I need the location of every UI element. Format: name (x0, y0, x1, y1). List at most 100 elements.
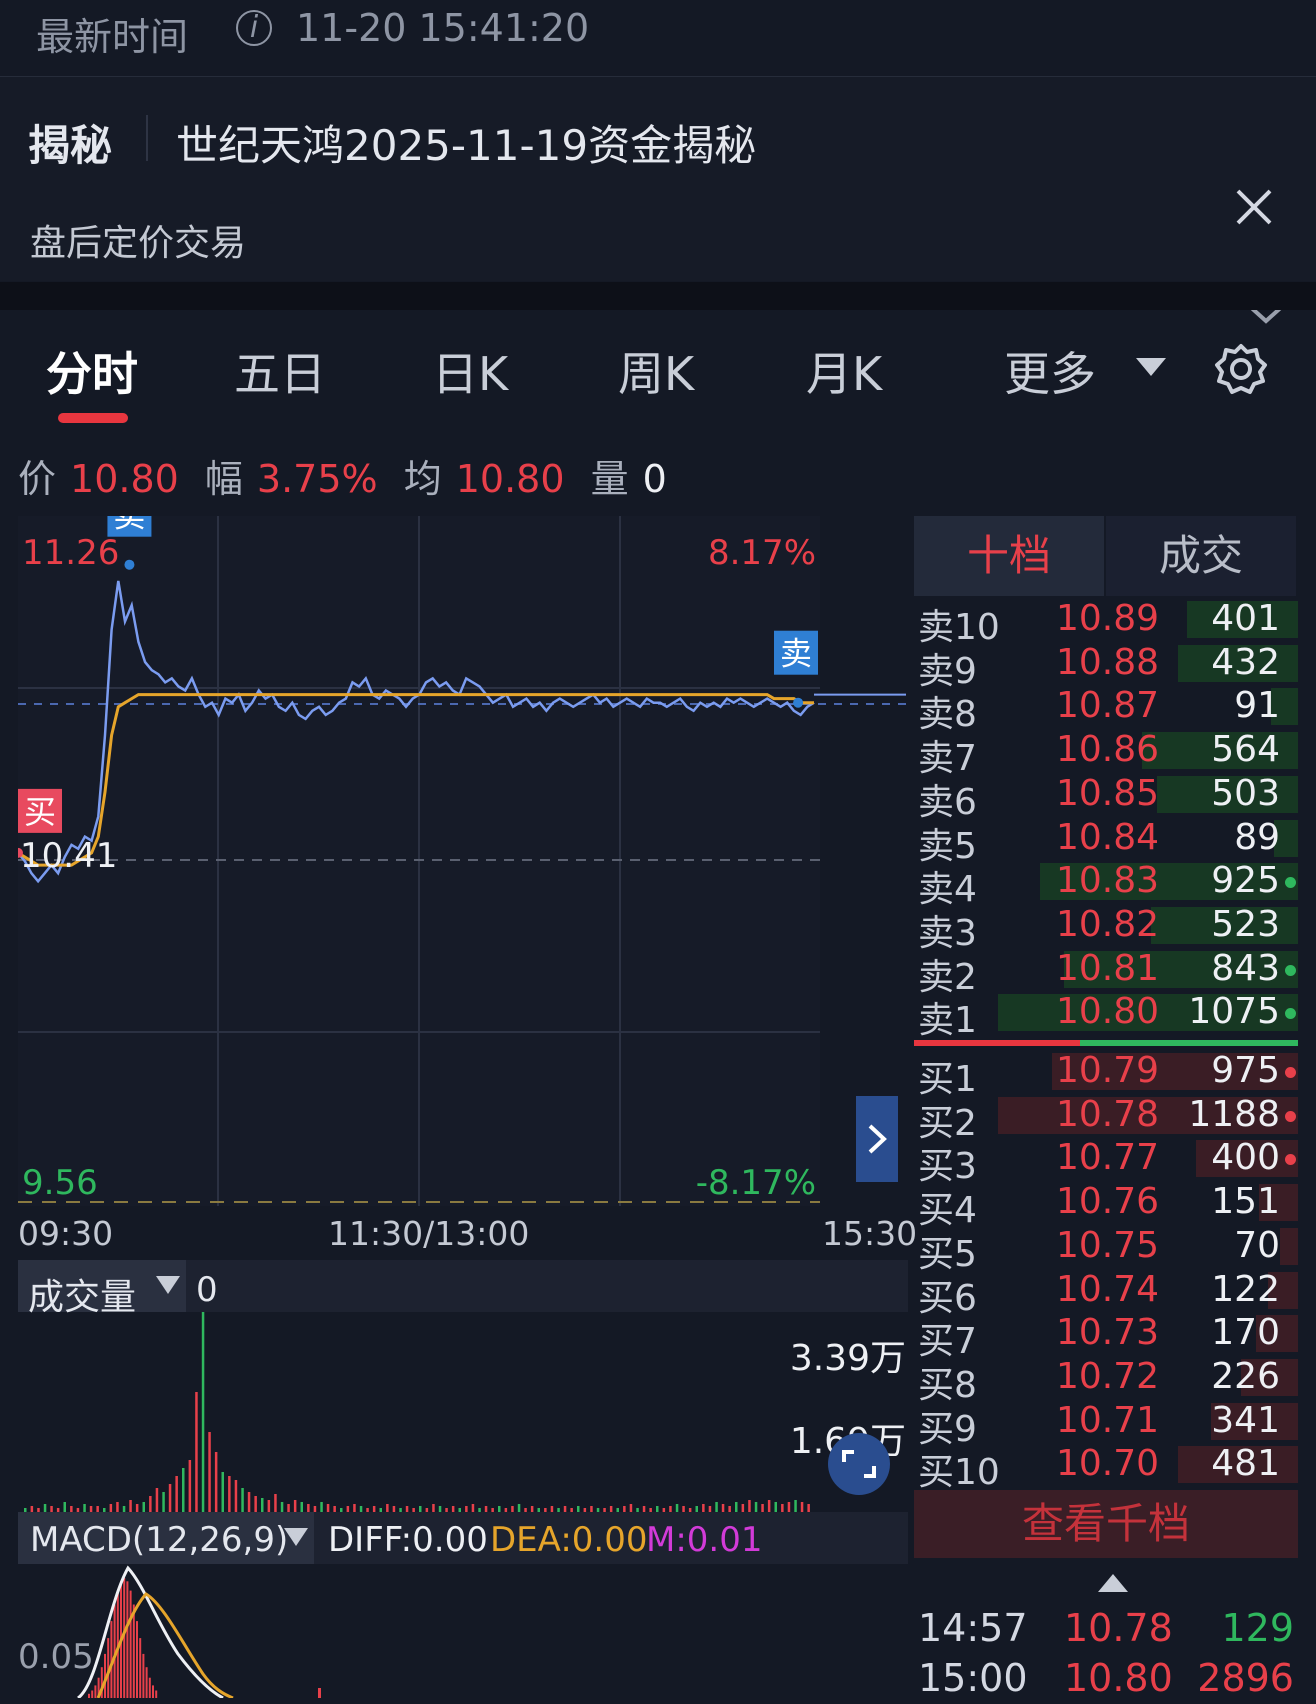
latest-timestamp: 11-20 15:41:20 (296, 6, 590, 50)
volume-bar (135, 1504, 139, 1512)
volume-bar (484, 1506, 488, 1512)
volume-bar (662, 1508, 666, 1512)
bid-level-row[interactable]: 买2 10.78 1188 (914, 1094, 1298, 1144)
bid-level-row[interactable]: 买6 10.74 122 (914, 1268, 1298, 1319)
tab-monthly-k[interactable]: 月K (806, 347, 883, 401)
volume-selector[interactable]: 成交量 (18, 1260, 186, 1318)
volume-bar (754, 1502, 758, 1512)
level-qty: 432 (1211, 641, 1280, 683)
volume-bar (504, 1508, 508, 1512)
volume-bar (122, 1506, 126, 1512)
tab-ten-levels[interactable]: 十档 (914, 516, 1104, 596)
level-qty: 503 (1211, 772, 1280, 814)
bid-level-row[interactable]: 买3 10.77 400 (914, 1137, 1298, 1187)
sell-marker[interactable]: 卖 (774, 630, 818, 708)
caret-down-icon[interactable] (1136, 358, 1166, 378)
ask-level-row[interactable]: 卖6 10.85 503 (914, 772, 1298, 823)
level-qty: 341 (1211, 1399, 1280, 1441)
marker-label: 买 (24, 793, 56, 831)
ask-level-row[interactable]: 卖8 10.87 91 (914, 685, 1298, 735)
volume-bar (491, 1508, 494, 1512)
bid-level-row[interactable]: 买1 10.79 975 (914, 1050, 1298, 1100)
volume-bar (544, 1508, 547, 1512)
bid-level-row[interactable]: 买8 10.72 226 (914, 1356, 1298, 1406)
level-label: 卖4 (918, 869, 977, 911)
volume-bar (412, 1508, 415, 1512)
depth-bar (1268, 1271, 1298, 1309)
vol-value: 0 (642, 457, 667, 501)
macd-chart[interactable]: 0.05 (18, 1564, 908, 1698)
pct-top-label: 8.17% (708, 533, 816, 573)
volume-value: 0 (196, 1270, 218, 1310)
ask-level-row[interactable]: 卖5 10.84 89 (914, 816, 1298, 867)
volume-bar (214, 1452, 218, 1512)
level-price: 10.75 (1056, 1224, 1160, 1266)
gear-icon[interactable] (1214, 342, 1268, 396)
expand-arrow-button[interactable] (856, 1096, 898, 1182)
sell-marker[interactable]: 卖 (107, 516, 152, 570)
volume-bar (359, 1506, 363, 1512)
buy-marker[interactable]: 买 (18, 788, 62, 858)
post-market-fixed-price[interactable]: 盘后定价交易 (30, 223, 247, 264)
volume-bar (333, 1506, 336, 1512)
volume-bar (300, 1502, 303, 1512)
intraday-chart[interactable]: 买卖卖 11.26 8.17% 10.41 9.56 -8.17% (18, 516, 906, 1206)
volume-bar (182, 1468, 185, 1512)
bid-level-row[interactable]: 买7 10.73 170 (914, 1312, 1298, 1362)
macd-bar (91, 1690, 94, 1698)
volume-bar (682, 1506, 685, 1512)
level-price: 10.74 (1056, 1268, 1160, 1310)
volume-bar (76, 1508, 80, 1512)
tab-more[interactable]: 更多 (1004, 347, 1096, 401)
ask-level-row[interactable]: 卖1 10.80 1075 (914, 991, 1298, 1041)
volume-bar (445, 1508, 448, 1512)
macd-bar (113, 1604, 116, 1698)
depth-bar (1271, 688, 1298, 726)
bid-level-row[interactable]: 买4 10.76 151 (914, 1181, 1298, 1231)
trade-row: 15:00 10.80 2896 (918, 1656, 1298, 1704)
bid-level-row[interactable]: 买5 10.75 70 (914, 1224, 1298, 1275)
volume-bar (208, 1432, 211, 1512)
volume-bar (767, 1500, 771, 1512)
level-label: 买6 (918, 1277, 977, 1319)
ask-level-row[interactable]: 卖7 10.86 564 (914, 729, 1298, 779)
ask-level-row[interactable]: 卖2 10.81 843 (914, 948, 1298, 998)
tab-daily-k[interactable]: 日K (432, 347, 509, 401)
view-thousand-levels-button[interactable]: 查看千档 (914, 1490, 1298, 1558)
bid-level-row[interactable]: 买9 10.71 341 (914, 1399, 1298, 1450)
change-value: 3.75% (256, 457, 378, 501)
bid-level-row[interactable]: 买10 10.70 481 (914, 1443, 1298, 1493)
close-icon[interactable] (1234, 187, 1274, 227)
volume-bar (675, 1504, 679, 1512)
info-icon[interactable]: i (236, 10, 272, 46)
reveal-title[interactable]: 世纪天鸿2025-11-19资金揭秘 (176, 121, 757, 170)
volume-bar (155, 1488, 159, 1512)
macd-selector[interactable]: MACD(12,26,9) (18, 1512, 314, 1564)
fullscreen-button[interactable] (828, 1433, 890, 1495)
volume-bar (511, 1506, 514, 1512)
volume-bar (761, 1504, 764, 1512)
volume-bar (320, 1502, 323, 1512)
volume-bar (89, 1506, 93, 1512)
volume-bar (774, 1502, 777, 1512)
tab-trades[interactable]: 成交 (1106, 516, 1296, 596)
level-price: 10.70 (1056, 1443, 1160, 1485)
depth-bar (1211, 1402, 1298, 1440)
depth-bar (1259, 1184, 1298, 1222)
tab-weekly-k[interactable]: 周K (618, 347, 695, 401)
ask-level-row[interactable]: 卖9 10.88 432 (914, 641, 1298, 692)
tab-five-day[interactable]: 五日 (234, 347, 326, 401)
marker-label: 卖 (113, 516, 145, 535)
volume-chart[interactable]: 3.39万 1.69万 (18, 1260, 908, 1512)
volume-bar (261, 1498, 264, 1512)
ask-level-row[interactable]: 卖4 10.83 925 (914, 860, 1298, 910)
ask-level-row[interactable]: 卖10 10.89 401 (914, 598, 1298, 648)
volume-bar (353, 1504, 356, 1512)
volume-bar (63, 1502, 66, 1512)
tab-intraday[interactable]: 分时 (46, 347, 138, 401)
ask-level-row[interactable]: 卖3 10.82 523 (914, 904, 1298, 954)
caret-up-icon[interactable] (1098, 1574, 1128, 1592)
level-qty: 89 (1234, 816, 1280, 858)
volume-bar (30, 1506, 34, 1512)
volume-bar (241, 1488, 244, 1512)
